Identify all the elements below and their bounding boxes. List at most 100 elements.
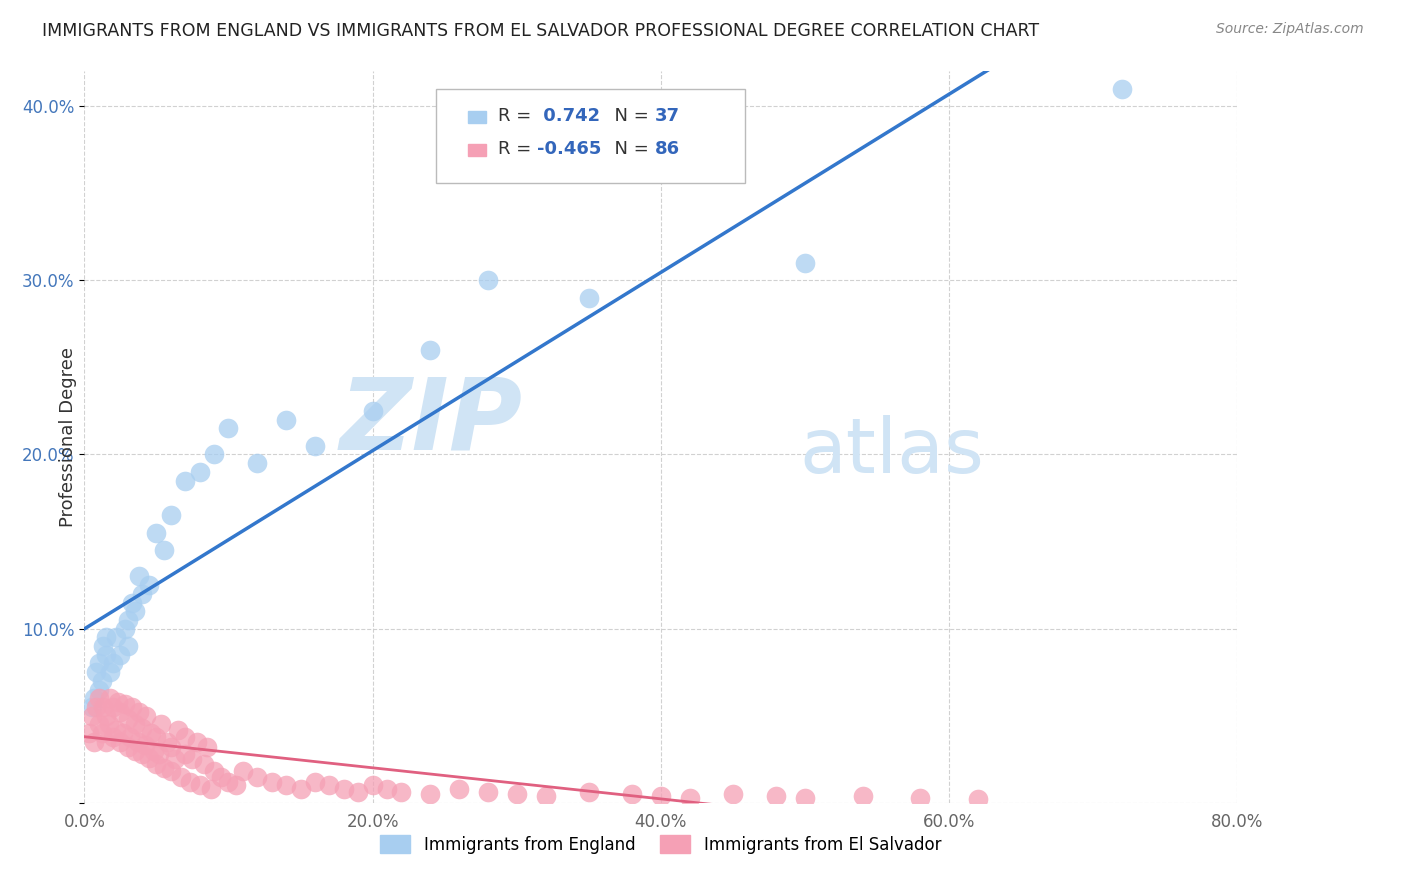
- Point: [290, 781, 312, 796]
- Point: [202, 764, 225, 779]
- Point: [103, 700, 124, 714]
- Point: [87, 657, 110, 671]
- Point: [181, 752, 204, 766]
- Point: [318, 778, 340, 792]
- Point: [449, 781, 471, 796]
- Point: [200, 781, 222, 796]
- Point: [98, 691, 121, 706]
- Point: [170, 770, 193, 784]
- Point: [209, 770, 232, 784]
- Point: [534, 789, 557, 803]
- Point: [765, 789, 787, 803]
- Point: [117, 740, 139, 755]
- Point: [121, 595, 143, 609]
- Point: [80, 700, 103, 714]
- Point: [121, 700, 143, 714]
- Text: 86: 86: [655, 140, 681, 158]
- Point: [145, 757, 167, 772]
- Point: [477, 273, 499, 287]
- Point: [160, 508, 183, 523]
- Point: [160, 740, 183, 755]
- Point: [84, 700, 107, 714]
- Point: [105, 631, 128, 645]
- Text: N =: N =: [603, 107, 655, 125]
- Point: [218, 775, 240, 789]
- Point: [90, 673, 112, 688]
- Point: [84, 665, 107, 680]
- Point: [679, 790, 702, 805]
- Point: [721, 787, 744, 801]
- Point: [852, 789, 875, 803]
- Point: [97, 717, 120, 731]
- Point: [578, 291, 600, 305]
- Point: [107, 695, 129, 709]
- Point: [375, 781, 398, 796]
- Point: [174, 747, 197, 761]
- Point: [91, 639, 114, 653]
- Point: [103, 730, 124, 744]
- Point: [506, 787, 529, 801]
- Point: [225, 778, 247, 792]
- Text: 0.742: 0.742: [537, 107, 600, 125]
- Point: [149, 717, 172, 731]
- Point: [110, 705, 132, 719]
- Point: [193, 757, 215, 772]
- Point: [195, 740, 218, 755]
- Y-axis label: Professional Degree: Professional Degree: [59, 347, 77, 527]
- Point: [87, 682, 110, 697]
- Point: [246, 456, 269, 470]
- Point: [114, 622, 136, 636]
- Text: Source: ZipAtlas.com: Source: ZipAtlas.com: [1216, 22, 1364, 37]
- Point: [477, 785, 499, 799]
- Point: [165, 752, 187, 766]
- Point: [174, 474, 197, 488]
- Point: [202, 448, 225, 462]
- Point: [145, 525, 167, 540]
- Point: [174, 730, 197, 744]
- Point: [910, 790, 932, 805]
- Point: [138, 578, 160, 592]
- Point: [361, 778, 384, 792]
- Point: [94, 631, 117, 645]
- Point: [114, 697, 136, 711]
- Point: [117, 712, 139, 726]
- Text: -0.465: -0.465: [537, 140, 602, 158]
- Text: R =: R =: [498, 107, 537, 125]
- Point: [967, 792, 990, 806]
- Point: [110, 648, 132, 662]
- Point: [128, 569, 150, 583]
- Point: [347, 785, 370, 799]
- Point: [94, 708, 117, 723]
- Point: [103, 657, 124, 671]
- Point: [152, 761, 174, 775]
- Text: R =: R =: [498, 140, 537, 158]
- Point: [304, 439, 326, 453]
- Point: [155, 735, 177, 749]
- Text: 37: 37: [655, 107, 681, 125]
- Point: [90, 726, 112, 740]
- Point: [333, 781, 356, 796]
- Point: [145, 730, 167, 744]
- Point: [578, 785, 600, 799]
- Point: [127, 735, 149, 749]
- Point: [1111, 82, 1133, 96]
- Point: [138, 750, 160, 764]
- Point: [117, 613, 139, 627]
- Point: [77, 726, 100, 740]
- Point: [218, 421, 240, 435]
- Point: [391, 785, 413, 799]
- Point: [188, 465, 211, 479]
- Point: [188, 778, 211, 792]
- Point: [94, 735, 117, 749]
- Point: [276, 412, 298, 426]
- Point: [260, 775, 283, 789]
- Point: [128, 705, 150, 719]
- Point: [152, 543, 174, 558]
- Point: [186, 735, 208, 749]
- Point: [160, 764, 183, 779]
- Point: [105, 723, 128, 737]
- Point: [131, 587, 153, 601]
- Text: ZIP: ZIP: [339, 374, 523, 471]
- Point: [167, 723, 190, 737]
- Point: [794, 256, 817, 270]
